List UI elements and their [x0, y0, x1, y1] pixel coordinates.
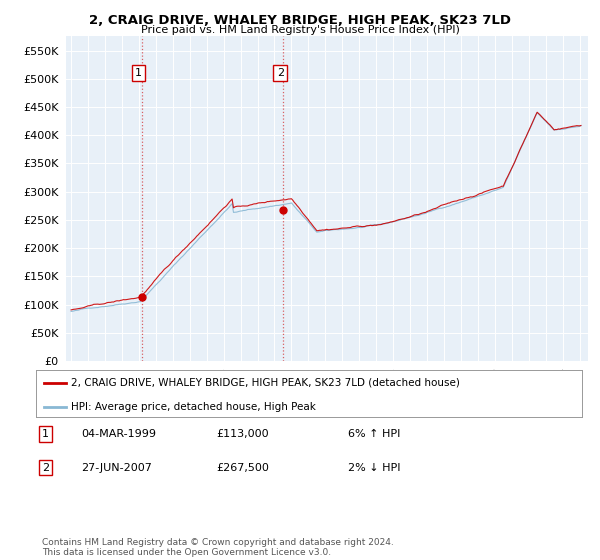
Text: 6% ↑ HPI: 6% ↑ HPI: [348, 429, 400, 439]
Text: 1: 1: [42, 429, 49, 439]
Text: 27-JUN-2007: 27-JUN-2007: [81, 463, 152, 473]
Text: 2, CRAIG DRIVE, WHALEY BRIDGE, HIGH PEAK, SK23 7LD (detached house): 2, CRAIG DRIVE, WHALEY BRIDGE, HIGH PEAK…: [71, 378, 460, 388]
Text: Contains HM Land Registry data © Crown copyright and database right 2024.
This d: Contains HM Land Registry data © Crown c…: [42, 538, 394, 557]
Text: 2: 2: [277, 68, 284, 78]
Text: 2: 2: [42, 463, 49, 473]
Text: Price paid vs. HM Land Registry's House Price Index (HPI): Price paid vs. HM Land Registry's House …: [140, 25, 460, 35]
Text: 2, CRAIG DRIVE, WHALEY BRIDGE, HIGH PEAK, SK23 7LD: 2, CRAIG DRIVE, WHALEY BRIDGE, HIGH PEAK…: [89, 14, 511, 27]
Text: 1: 1: [135, 68, 142, 78]
Text: £267,500: £267,500: [216, 463, 269, 473]
Text: 04-MAR-1999: 04-MAR-1999: [81, 429, 156, 439]
Text: 2% ↓ HPI: 2% ↓ HPI: [348, 463, 401, 473]
Text: HPI: Average price, detached house, High Peak: HPI: Average price, detached house, High…: [71, 402, 316, 412]
Text: £113,000: £113,000: [216, 429, 269, 439]
